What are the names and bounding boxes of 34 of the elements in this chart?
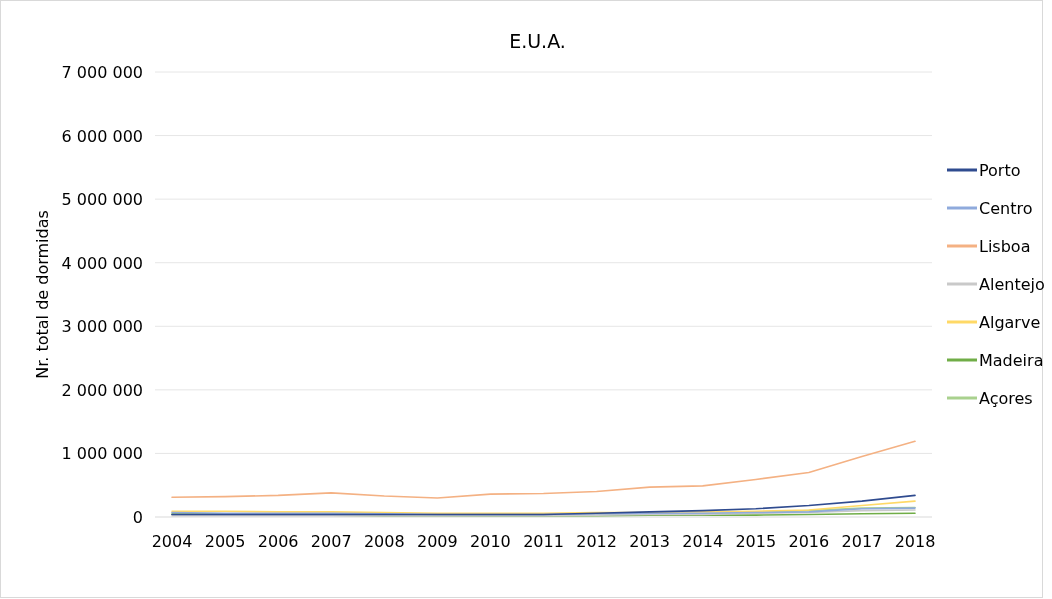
legend-label: Alentejo bbox=[979, 275, 1045, 294]
x-tick-label: 2012 bbox=[576, 532, 617, 551]
legend-label: Madeira bbox=[979, 351, 1044, 370]
line-series bbox=[171, 494, 916, 516]
y-tick-label: 7 000 000 bbox=[61, 63, 143, 82]
x-tick-label: 2014 bbox=[682, 532, 724, 551]
y-tick-label: 1 000 000 bbox=[61, 444, 143, 464]
x-tick-label: 2010 bbox=[470, 532, 511, 551]
legend-label: Porto bbox=[979, 161, 1021, 180]
y-tick-label: 0 bbox=[132, 508, 143, 527]
y-tick-label: 6 000 000 bbox=[61, 126, 143, 146]
legend-label: Açores bbox=[979, 389, 1033, 408]
x-tick-label: 2016 bbox=[788, 532, 830, 551]
legend-label: Centro bbox=[979, 199, 1033, 218]
x-tick-label: 2006 bbox=[257, 532, 299, 551]
y-tick-label: 5 000 000 bbox=[61, 190, 143, 210]
y-tick-label: 4 000 000 bbox=[61, 253, 143, 273]
y-axis-title: Nr. total de dormidas bbox=[33, 210, 52, 379]
line-series bbox=[171, 440, 916, 499]
x-tick-label: 2008 bbox=[363, 532, 405, 551]
y-tick-label: 2 000 000 bbox=[61, 380, 143, 400]
x-tick-label: 2018 bbox=[894, 532, 936, 551]
x-tick-label: 2011 bbox=[523, 532, 564, 551]
x-tick-label: 2013 bbox=[629, 532, 670, 551]
x-tick-label: 2005 bbox=[204, 532, 246, 551]
chart-title: E.U.A. bbox=[509, 30, 566, 52]
legend-label: Algarve bbox=[979, 313, 1041, 332]
x-tick-label: 2015 bbox=[735, 532, 777, 551]
x-tick-label: 2004 bbox=[151, 532, 193, 551]
x-tick-label: 2009 bbox=[417, 532, 458, 551]
x-tick-label: 2007 bbox=[310, 532, 352, 551]
x-tick-label: 2017 bbox=[841, 532, 883, 551]
y-tick-label: 3 000 000 bbox=[61, 317, 143, 337]
legend-label: Lisboa bbox=[979, 237, 1031, 256]
